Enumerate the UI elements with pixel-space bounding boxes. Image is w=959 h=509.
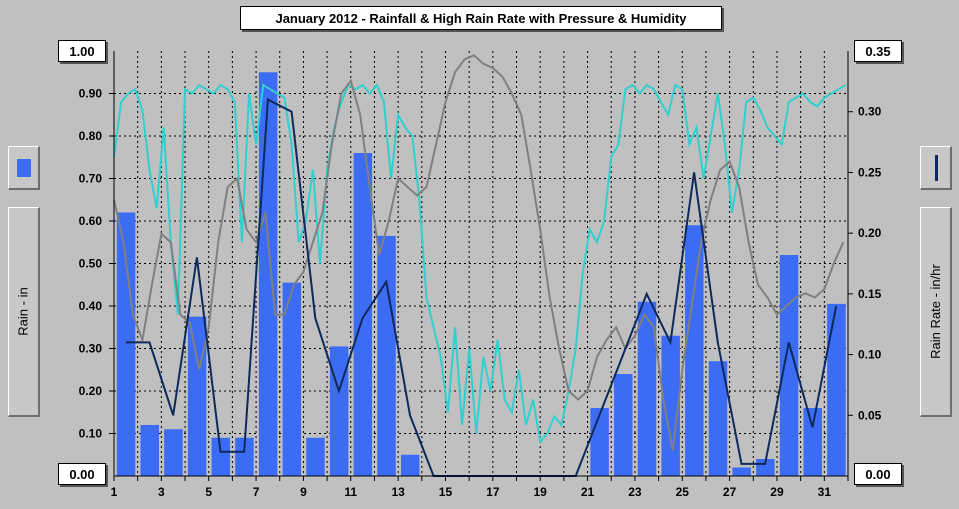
rain-bar bbox=[353, 153, 373, 476]
x-tick-label: 1 bbox=[111, 485, 118, 499]
x-tick-label: 17 bbox=[486, 485, 500, 499]
axes bbox=[109, 51, 853, 481]
y-tick-label: 0.40 bbox=[79, 299, 103, 313]
rain-bar bbox=[282, 282, 302, 476]
rate-axis-label-box: Rain Rate - in/hr bbox=[920, 207, 952, 417]
rain-bar bbox=[400, 454, 420, 476]
x-tick-label: 19 bbox=[534, 485, 548, 499]
rain-bar bbox=[329, 346, 349, 476]
x-tick-label: 11 bbox=[344, 485, 357, 499]
y-tick-label: 0.20 bbox=[79, 384, 103, 398]
pressure-line bbox=[113, 54, 845, 451]
rain-bar bbox=[708, 361, 728, 476]
rain-bar bbox=[164, 429, 183, 476]
y-tick-label: 0.90 bbox=[79, 87, 103, 101]
y-tick-label: 0.10 bbox=[79, 427, 103, 441]
rate-legend-swatch-box bbox=[920, 146, 952, 190]
humidity-line bbox=[113, 83, 847, 445]
y-axis-bottom-value: 0.00 bbox=[58, 463, 106, 485]
rain-swatch-icon bbox=[17, 159, 31, 177]
rain-bar bbox=[377, 235, 396, 476]
y-tick-label: 0.80 bbox=[79, 129, 103, 143]
x-tick-label: 31 bbox=[818, 485, 832, 499]
x-tick-label: 3 bbox=[158, 485, 165, 499]
y2-tick-labels: 0.05 0.10 0.15 0.20 0.25 0.30 bbox=[858, 105, 882, 423]
x-tick-label: 25 bbox=[676, 485, 690, 499]
chart-title: January 2012 - Rainfall & High Rain Rate… bbox=[240, 6, 722, 30]
y-tick-label: 0.60 bbox=[79, 214, 103, 228]
y2-tick-label: 0.25 bbox=[858, 165, 882, 179]
rain-bar bbox=[685, 225, 704, 476]
rain-bar bbox=[827, 303, 846, 476]
y2-tick-label: 0.05 bbox=[858, 408, 882, 422]
y-tick-label: 0.70 bbox=[79, 172, 103, 186]
rain-axis-label-box: Rain - in bbox=[8, 207, 40, 417]
x-tick-label: 5 bbox=[205, 485, 212, 499]
y2-axis-top-value: 0.35 bbox=[854, 40, 902, 62]
y-axis-top-value: 1.00 bbox=[58, 40, 106, 62]
y2-tick-label: 0.20 bbox=[858, 226, 882, 240]
y2-tick-label: 0.15 bbox=[858, 287, 882, 301]
y-tick-label: 0.50 bbox=[79, 257, 103, 271]
rain-bar bbox=[779, 255, 799, 476]
x-tick-label: 27 bbox=[723, 485, 737, 499]
y2-axis-bottom-value: 0.00 bbox=[854, 463, 902, 485]
x-tick-label: 13 bbox=[391, 485, 405, 499]
y2-tick-label: 0.30 bbox=[858, 105, 882, 119]
y2-tick-label: 0.10 bbox=[858, 348, 882, 362]
rain-bar bbox=[661, 335, 680, 476]
grid bbox=[114, 51, 848, 476]
x-tick-label: 9 bbox=[300, 485, 307, 499]
x-tick-label: 23 bbox=[628, 485, 642, 499]
rain-bar bbox=[187, 316, 207, 476]
rain-bar bbox=[211, 437, 231, 476]
rain-bar bbox=[140, 425, 159, 476]
rain-bars bbox=[116, 72, 846, 476]
x-tick-label: 15 bbox=[439, 485, 453, 499]
rain-bar bbox=[637, 301, 657, 476]
rain-bar bbox=[590, 408, 609, 476]
rain-bar bbox=[803, 408, 822, 476]
x-tick-labels: 1 3 5 7 9 11 13 15 17 19 21 23 25 27 29 31 bbox=[111, 485, 832, 499]
y-tick-labels: 0.10 0.20 0.30 0.40 0.50 0.60 0.70 0.80 0.90 bbox=[79, 87, 103, 441]
x-tick-label: 7 bbox=[253, 485, 260, 499]
rain-bar bbox=[732, 467, 751, 476]
rate-line-icon bbox=[935, 155, 938, 181]
x-tick-label: 21 bbox=[581, 485, 595, 499]
rain-legend-swatch-box bbox=[8, 146, 40, 190]
x-tick-label: 29 bbox=[770, 485, 784, 499]
rain-bar bbox=[258, 72, 278, 476]
rain-bar bbox=[306, 437, 325, 476]
rain-bar bbox=[116, 212, 136, 476]
y-tick-label: 0.30 bbox=[79, 342, 103, 356]
rain-bar bbox=[235, 437, 254, 476]
rain-bar bbox=[614, 374, 633, 476]
